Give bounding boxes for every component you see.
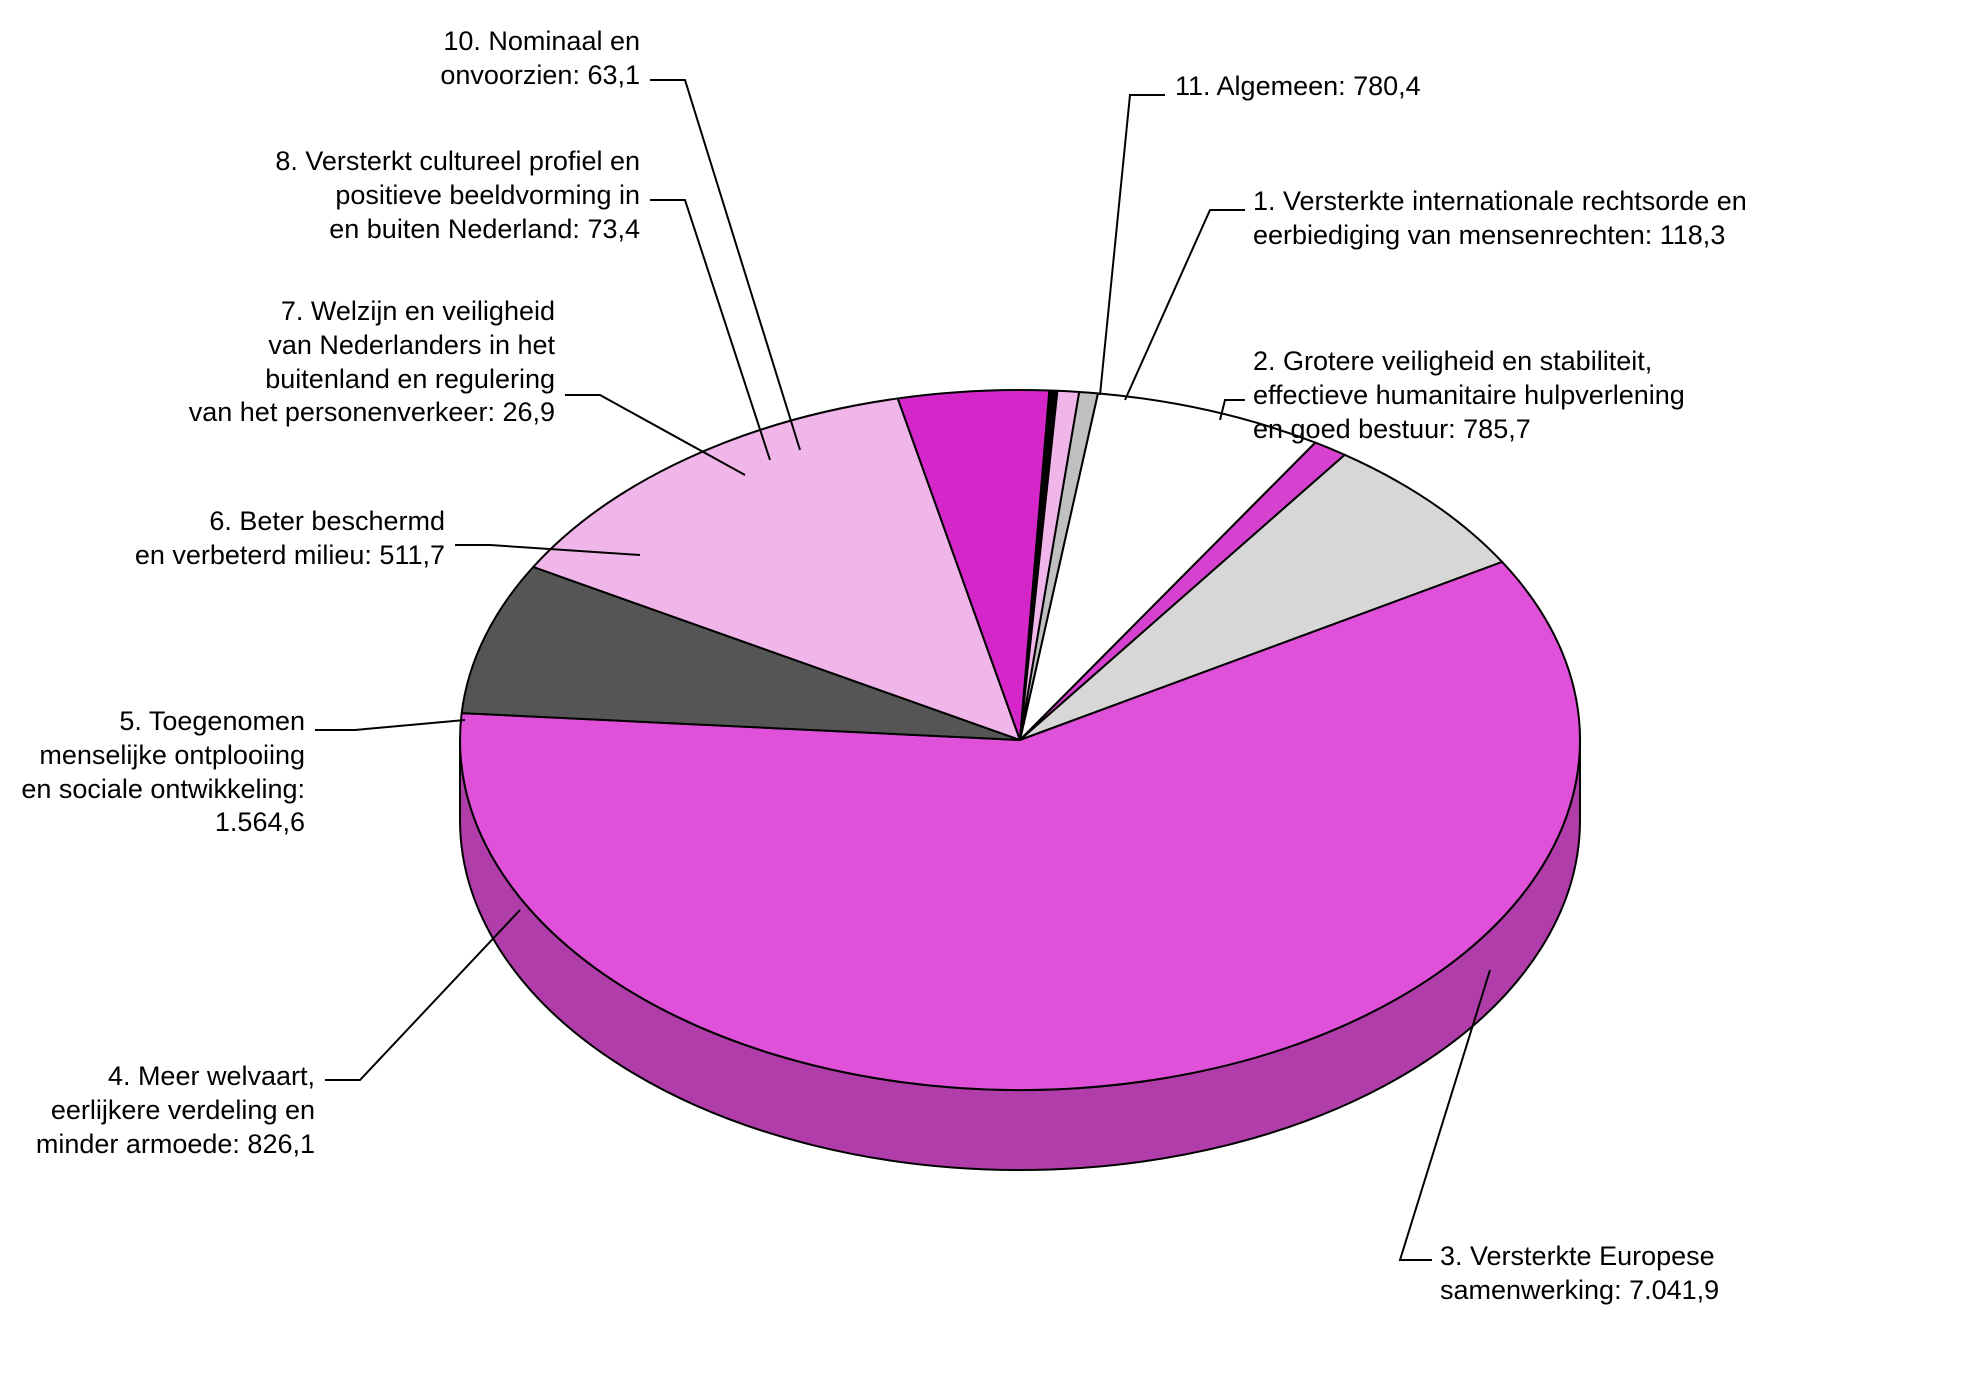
- slice-label-line: van het personenverkeer: 26,9: [189, 396, 555, 430]
- slice-label: 5. Toegenomenmenselijke ontplooiingen so…: [21, 705, 305, 840]
- leader-line: [315, 720, 465, 730]
- slice-label-line: 8. Versterkt cultureel profiel en: [275, 145, 640, 179]
- slice-label-line: 7. Welzijn en veiligheid: [189, 295, 555, 329]
- slice-label: 1. Versterkte internationale rechtsorde …: [1253, 185, 1747, 253]
- leader-line: [1100, 95, 1165, 395]
- slice-label: 6. Beter beschermden verbeterd milieu: 5…: [135, 505, 445, 573]
- slice-label-line: eerlijkere verdeling en: [36, 1094, 315, 1128]
- slice-label-line: 5. Toegenomen: [21, 705, 305, 739]
- slice-label: 4. Meer welvaart,eerlijkere verdeling en…: [36, 1060, 315, 1161]
- slice-label: 10. Nominaal enonvoorzien: 63,1: [440, 25, 640, 93]
- slice-label-line: menselijke ontplooiing: [21, 739, 305, 773]
- slice-label: 8. Versterkt cultureel profiel enpositie…: [275, 145, 640, 246]
- leader-line: [1125, 210, 1245, 400]
- slice-label-line: 4. Meer welvaart,: [36, 1060, 315, 1094]
- slice-label-line: effectieve humanitaire hulpverlening: [1253, 379, 1685, 413]
- slice-label-line: 2. Grotere veiligheid en stabiliteit,: [1253, 345, 1685, 379]
- slice-label-line: 1.564,6: [21, 806, 305, 840]
- slice-label-line: 10. Nominaal en: [440, 25, 640, 59]
- slice-label-line: minder armoede: 826,1: [36, 1128, 315, 1162]
- slice-label-line: buitenland en regulering: [189, 363, 555, 397]
- slice-label-line: 3. Versterkte Europese: [1440, 1240, 1719, 1274]
- slice-label: 3. Versterkte Europesesamenwerking: 7.04…: [1440, 1240, 1719, 1308]
- leader-line: [650, 80, 800, 450]
- slice-label: 2. Grotere veiligheid en stabiliteit,eff…: [1253, 345, 1685, 446]
- slice-label: 7. Welzijn en veiligheidvan Nederlanders…: [189, 295, 555, 430]
- slice-label-line: en goed bestuur: 785,7: [1253, 413, 1685, 447]
- slice-label-line: eerbiediging van mensenrechten: 118,3: [1253, 219, 1747, 253]
- slice-label-line: 11. Algemeen: 780,4: [1175, 70, 1421, 104]
- slice-label-line: en buiten Nederland: 73,4: [275, 213, 640, 247]
- slice-label-line: 1. Versterkte internationale rechtsorde …: [1253, 185, 1747, 219]
- slice-label-line: van Nederlanders in het: [189, 329, 555, 363]
- slice-label-line: onvoorzien: 63,1: [440, 59, 640, 93]
- leader-line: [650, 200, 770, 460]
- slice-label-line: en verbeterd milieu: 511,7: [135, 539, 445, 573]
- slice-label: 11. Algemeen: 780,4: [1175, 70, 1421, 104]
- slice-label-line: positieve beeldvorming in: [275, 179, 640, 213]
- slice-label-line: samenwerking: 7.041,9: [1440, 1274, 1719, 1308]
- pie-3d-chart: 11. Algemeen: 780,4 1. Versterkte interna…: [0, 0, 1981, 1372]
- slice-label-line: 6. Beter beschermd: [135, 505, 445, 539]
- slice-label-line: en sociale ontwikkeling:: [21, 773, 305, 807]
